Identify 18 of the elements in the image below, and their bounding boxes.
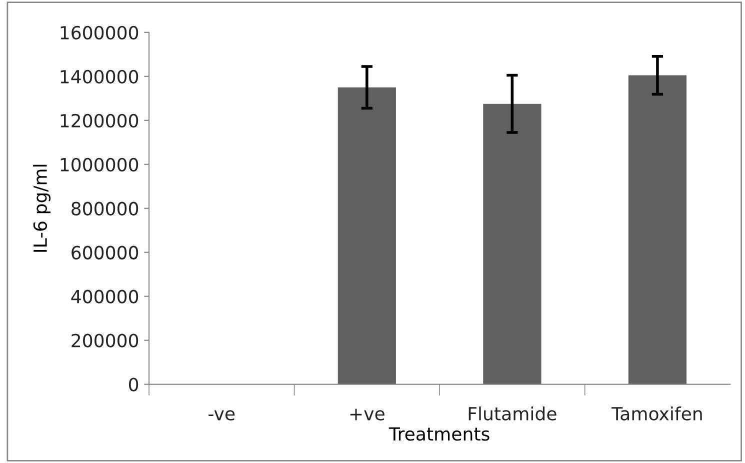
y-tick-label: 1000000 bbox=[60, 158, 138, 172]
bar bbox=[338, 87, 396, 384]
bar bbox=[628, 75, 687, 384]
x-tick-label: Flutamide bbox=[468, 406, 556, 420]
y-tick-label: 600000 bbox=[72, 246, 138, 260]
y-axis-title: IL-6 pg/ml bbox=[33, 164, 51, 252]
y-tick-label: 0 bbox=[128, 378, 138, 392]
x-tick-label: +ve bbox=[350, 408, 384, 420]
y-tick-label: 1600000 bbox=[60, 26, 138, 40]
y-tick-label: 200000 bbox=[72, 334, 138, 348]
y-tick-label: 800000 bbox=[72, 202, 138, 216]
x-axis-title: Treatments bbox=[388, 427, 490, 441]
x-tick-label: -ve bbox=[208, 410, 235, 420]
y-tick-label: 400000 bbox=[71, 290, 138, 304]
x-tick-label: Tamoxifen bbox=[612, 406, 702, 420]
y-tick-label: 1200000 bbox=[60, 114, 138, 128]
bar bbox=[483, 104, 542, 384]
y-tick-label: 1400000 bbox=[60, 70, 138, 84]
